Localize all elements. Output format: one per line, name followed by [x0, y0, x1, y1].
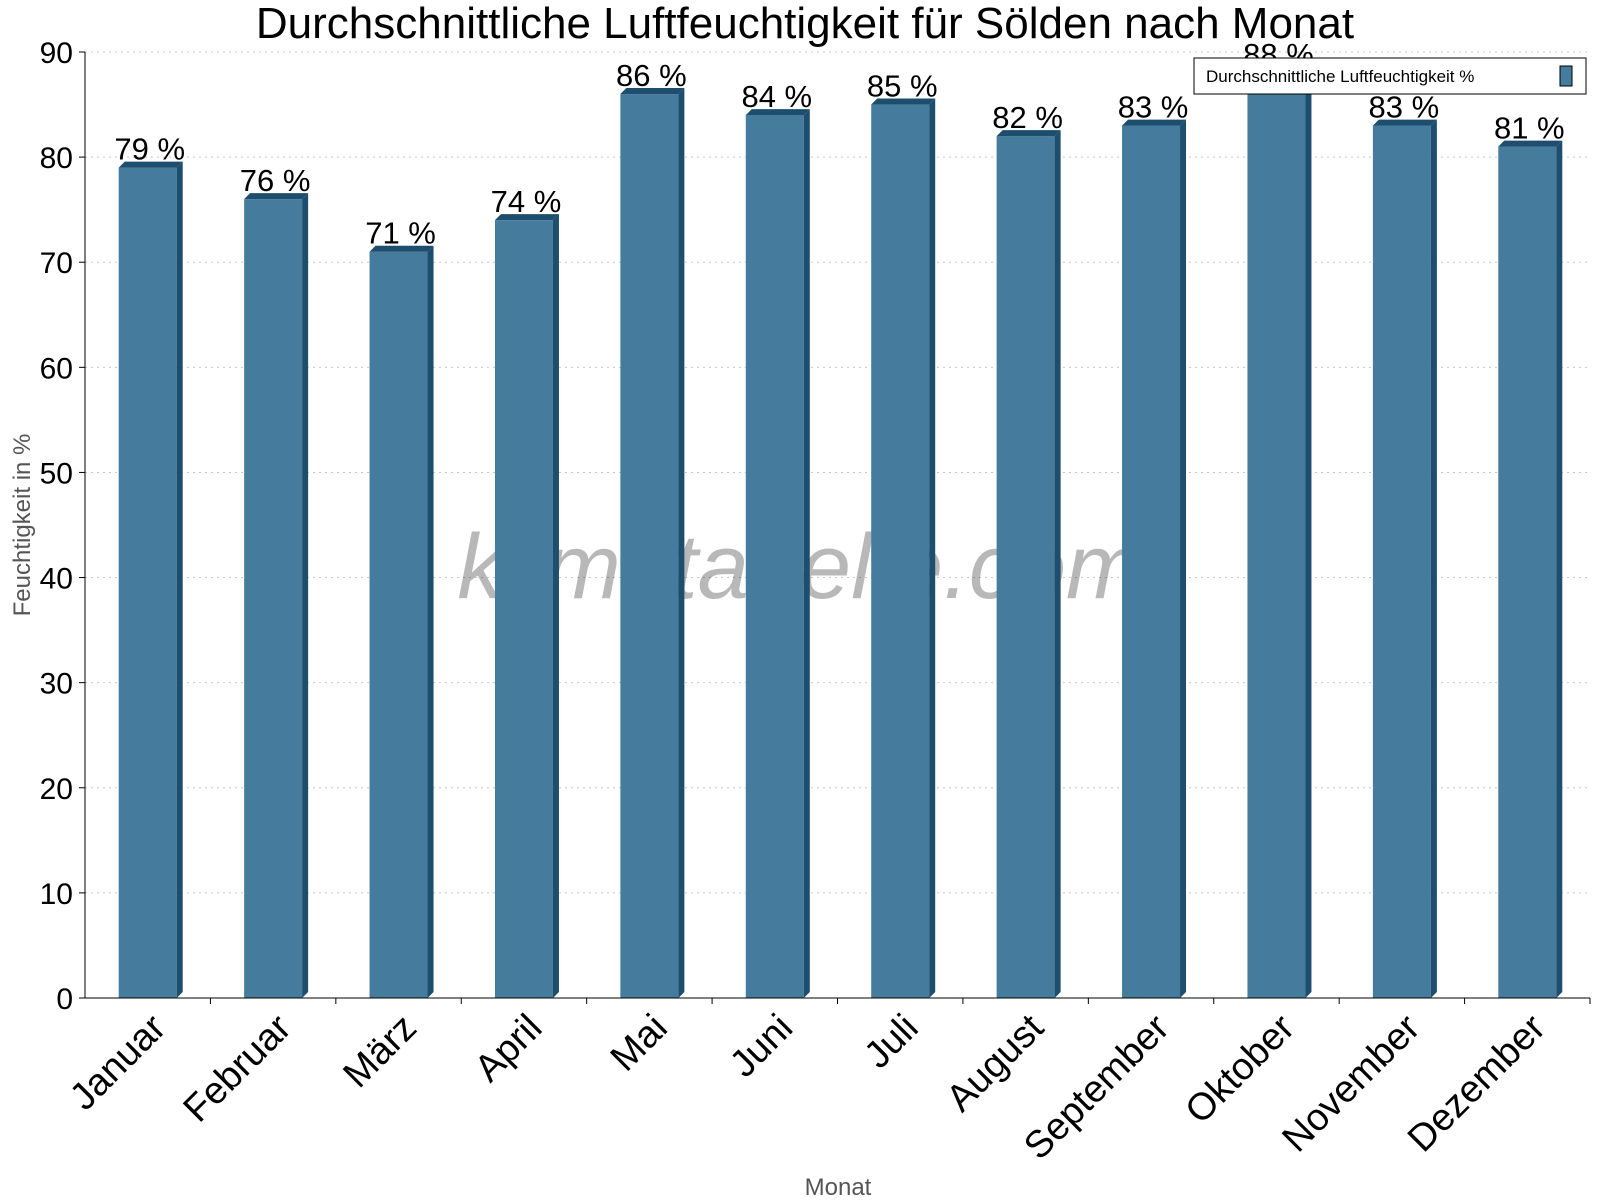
- bar: [745, 109, 810, 999]
- bar-front: [369, 251, 428, 998]
- bar-top: [244, 193, 309, 200]
- bar: [620, 88, 685, 999]
- x-tick-label: März: [335, 1007, 424, 1096]
- bar-front: [620, 94, 679, 999]
- bar: [244, 193, 309, 999]
- legend-swatch: [1559, 65, 1573, 87]
- grid: [85, 51, 1590, 894]
- bar: [871, 98, 936, 999]
- bar-value-label: 84 %: [741, 79, 812, 114]
- x-tick-label: Oktober: [1178, 1006, 1304, 1132]
- bar-value-label: 76 %: [240, 163, 311, 198]
- bar-value-label: 86 %: [616, 58, 687, 93]
- x-tick-label: Februar: [176, 1006, 300, 1130]
- bar: [494, 214, 559, 998]
- y-tick-label: 70: [40, 247, 73, 280]
- bar-top: [118, 161, 183, 168]
- bar: [1122, 119, 1187, 999]
- x-axis-label: Monat: [805, 1174, 872, 1200]
- bar-side: [1054, 130, 1061, 999]
- legend: Durchschnittliche Luftfeuchtigkeit %: [1193, 57, 1587, 95]
- bar-front: [244, 199, 303, 999]
- bar-side: [678, 88, 685, 999]
- bar-side: [1556, 140, 1563, 999]
- y-tick-label: 10: [40, 878, 73, 911]
- bar-value-label: 79 %: [114, 132, 185, 167]
- x-tick-label: Mai: [603, 1007, 676, 1080]
- bar: [1498, 140, 1563, 999]
- bar-front: [1372, 125, 1431, 999]
- legend-box: [1193, 57, 1587, 95]
- bar-top: [745, 109, 810, 116]
- bar-top: [369, 245, 434, 252]
- x-tick-label: April: [467, 1007, 550, 1090]
- bar-front: [118, 167, 177, 999]
- x-ticks: Januar Februar März April Mai Juni Juli AugustS…: [62, 998, 1591, 1168]
- bar-value-label: 83 %: [1118, 90, 1189, 125]
- bar-side: [1305, 67, 1312, 999]
- bar-front: [996, 136, 1055, 999]
- bar-value-label: 74 %: [491, 184, 562, 219]
- bar-side: [176, 161, 183, 999]
- bar: [369, 245, 434, 998]
- x-tick-label: August: [939, 1006, 1053, 1120]
- bar-side: [427, 245, 434, 998]
- y-tick-label: 30: [40, 668, 73, 701]
- bar: [118, 161, 183, 999]
- bar-front: [1498, 146, 1557, 999]
- y-tick-label: 0: [56, 983, 73, 1016]
- bar-front: [1247, 73, 1306, 999]
- bar-side: [302, 193, 309, 999]
- bar-front: [494, 220, 553, 998]
- y-tick-label: 90: [40, 37, 73, 70]
- y-tick-label: 60: [40, 352, 73, 385]
- y-axis-label: Feuchtigkeit in %: [9, 434, 36, 617]
- bar-side: [552, 214, 559, 998]
- bar: [1247, 67, 1312, 999]
- x-tick-label: Juli: [857, 1007, 927, 1077]
- y-tick-label: 40: [40, 563, 73, 596]
- y-tick-label: 20: [40, 773, 73, 806]
- bar-front: [1122, 125, 1181, 999]
- x-tick-label: Dezember: [1400, 1006, 1554, 1160]
- bar-front: [745, 115, 804, 999]
- bar-side: [929, 98, 936, 999]
- bar-top: [1372, 119, 1437, 126]
- bar-top: [620, 88, 685, 95]
- bar-side: [1430, 119, 1437, 999]
- y-ticks: 0 10 20 30 40 50 60 70 80 90: [40, 37, 85, 1016]
- y-tick-label: 80: [40, 142, 73, 175]
- chart-title: Durchschnittliche Luftfeuchtigkeit für S…: [256, 0, 1354, 48]
- bar-value-label: 81 %: [1494, 111, 1565, 146]
- bar-front: [871, 104, 930, 999]
- bar-top: [1498, 140, 1563, 147]
- bar-top: [494, 214, 559, 221]
- bar: [996, 130, 1061, 999]
- bar-top: [996, 130, 1061, 137]
- bar: [1372, 119, 1437, 999]
- x-tick-label: Juni: [722, 1007, 801, 1086]
- bar-top: [1122, 119, 1187, 126]
- legend-entry-label: Durchschnittliche Luftfeuchtigkeit %: [1206, 67, 1474, 86]
- x-tick-label: Januar: [62, 1006, 174, 1118]
- bar-value-label: 71 %: [365, 216, 436, 251]
- bar-top: [871, 98, 936, 105]
- y-tick-label: 50: [40, 457, 73, 490]
- bar-value-label: 82 %: [992, 100, 1063, 135]
- bar-side: [803, 109, 810, 999]
- bar-side: [1180, 119, 1187, 999]
- bar-value-label: 85 %: [867, 69, 938, 104]
- bars: [118, 67, 1563, 999]
- bar-value-label: 83 %: [1369, 90, 1440, 125]
